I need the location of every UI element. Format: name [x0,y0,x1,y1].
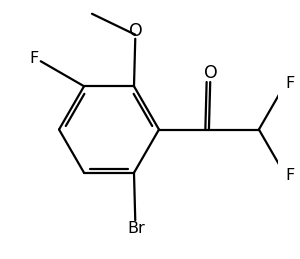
Text: F: F [30,51,39,66]
Text: F: F [286,76,295,91]
Text: O: O [204,64,218,82]
Text: O: O [129,21,142,40]
Text: Br: Br [127,221,145,236]
Text: F: F [286,168,295,183]
